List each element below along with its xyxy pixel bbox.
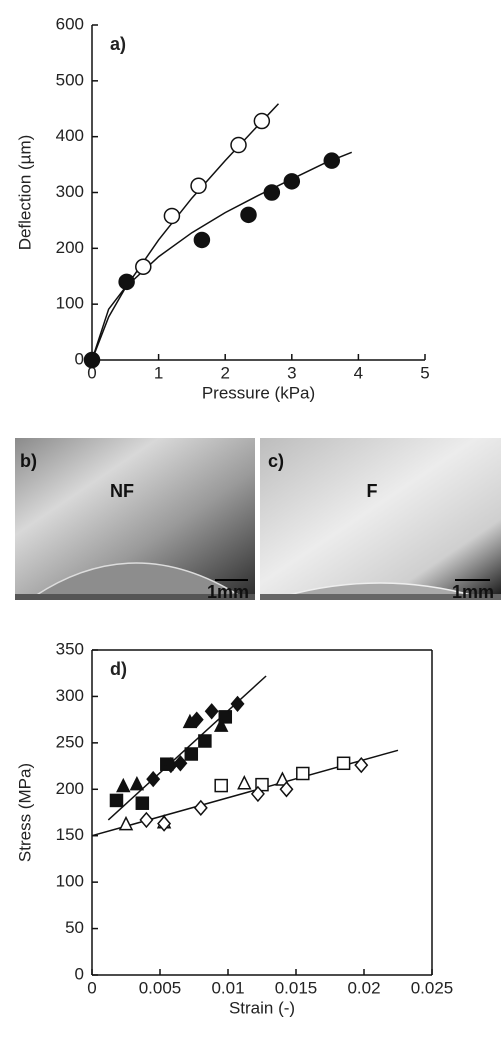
marker — [204, 703, 219, 720]
droplet — [284, 582, 476, 597]
y-tick-label: 150 — [56, 825, 84, 844]
y-axis-label: Deflection (µm) — [15, 135, 34, 251]
y-tick-label: 200 — [56, 779, 84, 798]
marker — [184, 747, 199, 761]
x-tick-label: 4 — [354, 363, 363, 382]
x-axis-label: Pressure (kPa) — [202, 383, 315, 402]
photo-caption: NF — [110, 481, 134, 501]
x-tick-label: 3 — [287, 363, 296, 382]
x-tick-label: 0.02 — [347, 978, 380, 997]
panel-label: a) — [110, 34, 126, 54]
marker — [283, 173, 301, 190]
y-tick-label: 400 — [56, 126, 84, 145]
panel-label: b) — [20, 451, 37, 471]
marker — [139, 811, 154, 829]
marker — [193, 799, 208, 817]
marker — [354, 756, 369, 774]
marker — [250, 785, 265, 803]
marker — [275, 771, 290, 786]
photo — [260, 438, 501, 600]
y-tick-label: 300 — [56, 686, 84, 705]
marker — [173, 755, 188, 772]
marker — [109, 793, 124, 808]
marker — [118, 273, 135, 291]
y-tick-label: 0 — [75, 349, 84, 368]
y-tick-label: 500 — [56, 70, 84, 89]
x-tick-label: 2 — [220, 363, 229, 382]
y-axis-label: Stress (MPa) — [15, 763, 34, 862]
substrate — [15, 594, 255, 600]
photo-caption: F — [367, 481, 378, 501]
droplet — [32, 562, 243, 597]
y-tick-label: 600 — [56, 14, 84, 33]
panel-label: d) — [110, 659, 127, 679]
x-axis-label: Strain (-) — [229, 998, 295, 1017]
panel-label: c) — [268, 451, 284, 471]
marker — [129, 775, 145, 791]
marker — [146, 770, 161, 788]
marker — [163, 207, 181, 225]
x-tick-label: 0.015 — [275, 978, 318, 997]
marker — [240, 206, 257, 224]
marker — [336, 756, 351, 771]
y-tick-label: 0 — [75, 964, 84, 983]
x-tick-label: 0.005 — [139, 978, 182, 997]
x-tick-label: 1 — [154, 363, 163, 382]
marker — [279, 781, 294, 798]
marker — [198, 734, 212, 748]
scale-label: 1mm — [452, 582, 494, 602]
photo-c: c) F 1mm — [260, 438, 501, 602]
marker — [230, 695, 245, 713]
marker — [214, 778, 228, 793]
marker — [135, 796, 150, 810]
marker — [193, 231, 211, 249]
y-tick-label: 50 — [65, 918, 84, 937]
chart: 0 0.005 0.01 0.015 0.02 0.025 0 50 100 150 200 250 3… — [15, 639, 453, 1017]
photo-b: b) NF 1mm — [15, 438, 255, 602]
marker — [296, 766, 310, 781]
x-tick-label: 0.025 — [411, 978, 454, 997]
marker — [263, 184, 281, 201]
substrate — [260, 594, 501, 600]
marker — [213, 717, 229, 732]
x-tick-label: 0 — [87, 363, 96, 382]
y-tick-label: 100 — [56, 872, 84, 891]
x-tick-label: 0.01 — [211, 978, 244, 997]
marker — [116, 777, 131, 793]
chart: 0 1 2 3 4 5 0 100 200 300 400 500 600 Pressure (kPa) D… — [15, 14, 429, 402]
x-tick-label: 5 — [420, 363, 429, 382]
y-tick-label: 250 — [56, 732, 84, 751]
marker — [237, 775, 252, 790]
marker — [83, 351, 101, 369]
marker — [253, 112, 271, 130]
marker — [230, 136, 247, 154]
y-tick-label: 300 — [56, 182, 84, 201]
y-tick-label: 200 — [56, 238, 84, 257]
scale-label: 1mm — [207, 582, 249, 602]
marker — [190, 177, 207, 195]
x-tick-label: 0 — [87, 978, 96, 997]
marker — [157, 815, 172, 832]
marker — [189, 711, 204, 728]
fit-line — [91, 151, 353, 361]
y-tick-label: 100 — [56, 294, 84, 313]
marker — [135, 258, 152, 276]
fit-line — [91, 103, 280, 361]
marker — [118, 815, 134, 831]
y-tick-label: 350 — [56, 639, 84, 658]
marker — [323, 152, 341, 169]
